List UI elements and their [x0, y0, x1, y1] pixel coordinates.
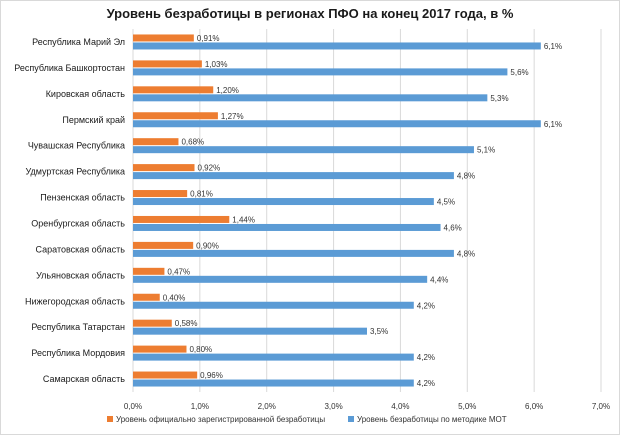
data-label: 4,8%: [457, 172, 475, 181]
bar-registered: [133, 164, 195, 172]
x-tick-label: 6,0%: [525, 402, 543, 411]
data-label: 0,47%: [167, 267, 190, 276]
bar-ilo: [133, 327, 367, 335]
legend-label: Уровень официально зарегистрированной бе…: [116, 415, 325, 424]
data-label: 4,2%: [417, 353, 435, 362]
x-tick-label: 2,0%: [258, 402, 276, 411]
legend: Уровень официально зарегистрированной бе…: [107, 415, 507, 424]
bar-registered: [133, 34, 194, 42]
bar-ilo: [133, 223, 441, 231]
gridlines: [132, 29, 602, 392]
category-label: Ульяновская область: [36, 270, 125, 280]
data-label: 6,1%: [544, 120, 562, 129]
category-label: Республика Мордовия: [31, 348, 125, 358]
bar-registered: [133, 319, 172, 327]
bar-ilo: [133, 379, 414, 387]
category-label: Республика Башкортостан: [14, 63, 125, 73]
data-label: 0,68%: [181, 138, 204, 147]
bar-registered: [133, 215, 230, 223]
bar-ilo: [133, 94, 488, 102]
bar-registered: [133, 267, 165, 275]
bar-ilo: [133, 42, 541, 50]
bar-registered: [133, 345, 187, 353]
bar-ilo: [133, 68, 508, 76]
chart-title: Уровень безработицы в регионах ПФО на ко…: [106, 6, 514, 21]
legend-swatch: [107, 416, 113, 422]
bar-registered: [133, 241, 194, 249]
data-label: 0,90%: [196, 241, 219, 250]
x-tick-label: 7,0%: [592, 402, 610, 411]
x-tick-label: 5,0%: [458, 402, 476, 411]
data-label: 4,5%: [437, 198, 455, 207]
data-label: 0,80%: [189, 345, 212, 354]
bar-ilo: [133, 249, 454, 257]
data-label: 4,2%: [417, 301, 435, 310]
bars: [133, 34, 541, 387]
labels: 0,0% 1,0% 2,0% 3,0% 4,0% 5,0% 6,0% 7,0% Республи…: [14, 34, 610, 411]
x-tick-label: 1,0%: [191, 402, 209, 411]
data-label: 4,8%: [457, 249, 475, 258]
bar-registered: [133, 190, 188, 198]
x-tick-label: 3,0%: [324, 402, 342, 411]
bar-registered: [133, 112, 218, 120]
bar-registered: [133, 371, 198, 379]
category-label: Кировская область: [46, 89, 126, 99]
data-label: 0,58%: [175, 319, 198, 328]
category-label: Удмуртская Республика: [25, 167, 125, 177]
category-label: Саратовская область: [36, 244, 126, 254]
data-label: 0,91%: [197, 34, 220, 43]
bar-ilo: [133, 198, 434, 206]
data-label: 1,20%: [216, 86, 239, 95]
bar-ilo: [133, 146, 474, 154]
category-label: Пермский край: [62, 115, 125, 125]
category-label: Нижегородская область: [25, 296, 125, 306]
data-label: 3,5%: [370, 327, 388, 336]
data-label: 1,27%: [221, 112, 244, 121]
data-label: 0,92%: [198, 164, 221, 173]
x-tick-label: 0,0%: [124, 402, 142, 411]
data-label: 6,1%: [544, 42, 562, 51]
data-label: 5,1%: [477, 146, 495, 155]
category-label: Республика Татарстан: [31, 322, 125, 332]
category-label: Оренбургская область: [31, 218, 125, 228]
bar-ilo: [133, 353, 414, 361]
category-label: Республика Марий Эл: [32, 37, 125, 47]
bar-registered: [133, 138, 179, 146]
legend-label: Уровень безработицы по методике МОТ: [357, 415, 507, 424]
data-label: 0,40%: [163, 293, 186, 302]
bar-ilo: [133, 301, 414, 309]
legend-swatch: [348, 416, 354, 422]
data-label: 0,96%: [200, 371, 223, 380]
category-label: Чувашская Республика: [28, 141, 125, 151]
bar-registered: [133, 60, 202, 68]
data-label: 5,3%: [490, 94, 508, 103]
data-label: 4,4%: [430, 275, 448, 284]
bar-ilo: [133, 120, 541, 128]
bar-registered: [133, 86, 214, 94]
bar-ilo: [133, 172, 454, 180]
category-label: Пензенская область: [40, 193, 125, 203]
bar-ilo: [133, 275, 428, 283]
data-label: 1,44%: [232, 215, 255, 224]
data-label: 5,6%: [510, 68, 528, 77]
data-label: 4,6%: [444, 223, 462, 232]
data-label: 1,03%: [205, 60, 228, 69]
category-label: Самарская область: [43, 374, 125, 384]
bar-registered: [133, 293, 160, 301]
data-label: 4,2%: [417, 379, 435, 388]
data-label: 0,81%: [190, 190, 213, 199]
x-tick-label: 4,0%: [391, 402, 409, 411]
